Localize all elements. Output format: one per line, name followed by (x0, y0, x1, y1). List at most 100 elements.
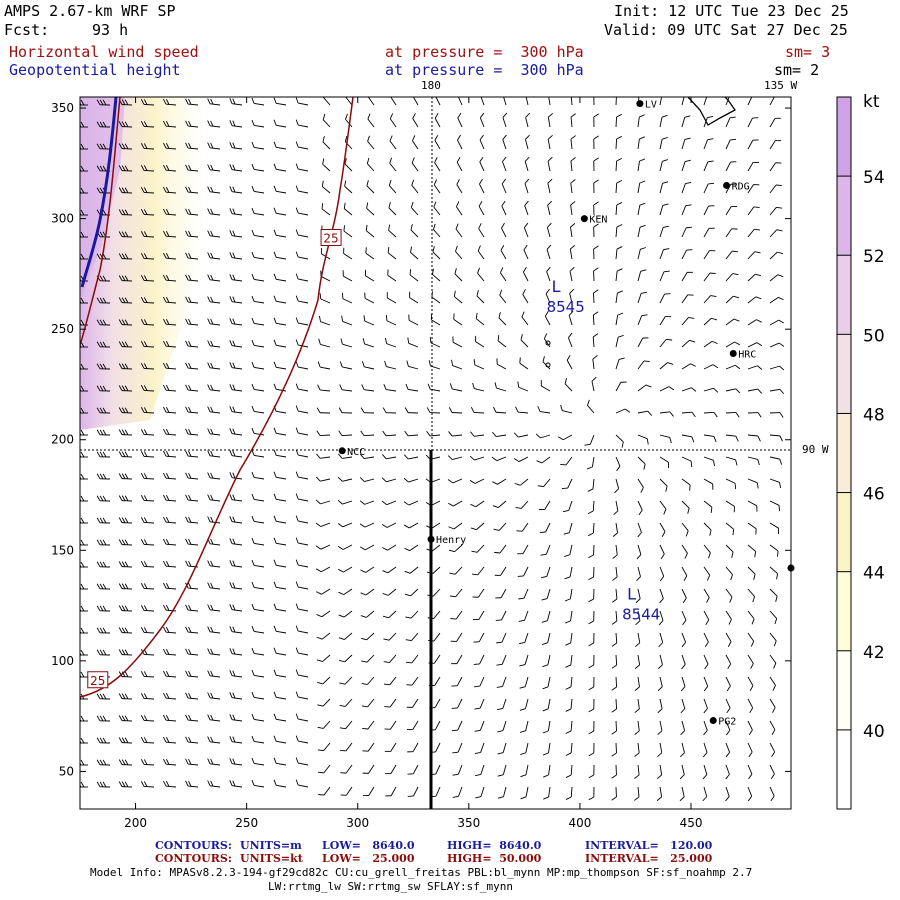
wind-barb (118, 275, 133, 282)
wind-barb (588, 522, 595, 537)
wind-barb (725, 588, 733, 603)
wind-barb (96, 121, 111, 128)
wind-barb (273, 295, 287, 304)
wind-barb (634, 720, 640, 735)
wind-barb (611, 632, 618, 647)
wind-barb (471, 566, 485, 576)
wind-barb (565, 764, 573, 778)
wind-barb (163, 582, 177, 590)
wind-barb (432, 246, 441, 260)
wind-barb (295, 251, 309, 260)
wind-barb (163, 340, 177, 348)
wind-barb (542, 654, 551, 668)
wind-barb (455, 245, 463, 260)
wind-barb (339, 654, 353, 663)
wind-barb (502, 156, 507, 172)
wind-barb (451, 676, 463, 687)
wind-barb (273, 735, 287, 744)
wind-barb (140, 165, 155, 172)
wind-barb (492, 431, 507, 438)
wind-barb (163, 714, 177, 722)
wind-barb (450, 610, 463, 620)
wind-barb (565, 698, 573, 712)
wind-barb (659, 456, 669, 469)
wind-barb (425, 454, 441, 460)
wind-barb (387, 269, 397, 282)
wind-barb (96, 429, 111, 436)
wind-barb (546, 244, 552, 260)
wind-barb (273, 163, 287, 172)
wind-barb (322, 136, 331, 150)
wind-barb (584, 434, 595, 446)
contour2-interval: INTERVAL= 25.000 (585, 852, 713, 865)
wind-barb (747, 412, 762, 418)
wind-barb (295, 559, 309, 568)
wind-barb (229, 450, 243, 458)
station-label: LV (645, 100, 657, 111)
wind-barb (637, 434, 649, 445)
wind-barb (588, 610, 595, 625)
wind-barb (592, 311, 599, 326)
wind-barb (382, 544, 397, 551)
wind-barb (520, 764, 529, 778)
wind-barb (251, 185, 265, 194)
y-tick-label: 50 (59, 764, 74, 778)
wind-barb (96, 561, 111, 568)
wind-barb (473, 654, 485, 665)
wind-barb (496, 632, 507, 644)
wind-barb (747, 676, 754, 691)
wind-barb (80, 649, 88, 656)
wind-barb (207, 648, 221, 656)
wind-barb (185, 230, 199, 238)
wind-barb (365, 269, 375, 282)
wind-barb (388, 224, 397, 238)
wind-barb (251, 647, 265, 656)
wind-barb (449, 566, 463, 575)
wind-barb (185, 428, 199, 436)
wind-barb (339, 361, 353, 370)
station-label: PG2 (718, 717, 736, 728)
wind-barb (659, 386, 675, 392)
x-tick-label: 400 (568, 816, 591, 830)
wind-barb (343, 202, 353, 216)
wind-barb (362, 742, 375, 752)
wind-barb (140, 605, 155, 612)
wind-barb (163, 296, 177, 304)
wind-barb (747, 184, 760, 194)
wind-barb (163, 670, 177, 678)
wind-barb (163, 120, 177, 128)
wind-barb (118, 363, 133, 370)
wind-barb (497, 764, 507, 777)
wind-barb (703, 250, 716, 260)
wind-barb (80, 781, 88, 788)
wind-barb (501, 200, 507, 216)
wind-barb (497, 720, 507, 733)
wind-barb (273, 251, 287, 260)
wind-barb (163, 208, 177, 216)
wind-barb (492, 478, 507, 485)
wind-barb (546, 266, 551, 282)
wind-barb (273, 647, 287, 656)
wind-barb (475, 335, 485, 348)
wind-barb (519, 698, 529, 711)
wind-barb (140, 297, 155, 304)
wind-barb (207, 582, 221, 590)
wind-barb (96, 737, 111, 744)
wind-barb (479, 134, 485, 150)
wind-barb (316, 430, 331, 437)
wind-barb (80, 583, 88, 590)
wind-barb (588, 676, 595, 691)
wind-barb (681, 478, 691, 491)
wind-barb (612, 566, 618, 581)
wind-barb (425, 500, 441, 506)
wind-barb (637, 158, 646, 172)
wind-barb (251, 757, 265, 766)
wind-barb (364, 292, 375, 304)
wind-barb (659, 500, 667, 515)
wind-barb (295, 383, 309, 392)
wind-barb (747, 161, 759, 172)
wind-barb (497, 698, 507, 711)
wind-barb (273, 361, 287, 370)
wind-barb (390, 97, 397, 106)
wind-barb (207, 164, 221, 172)
